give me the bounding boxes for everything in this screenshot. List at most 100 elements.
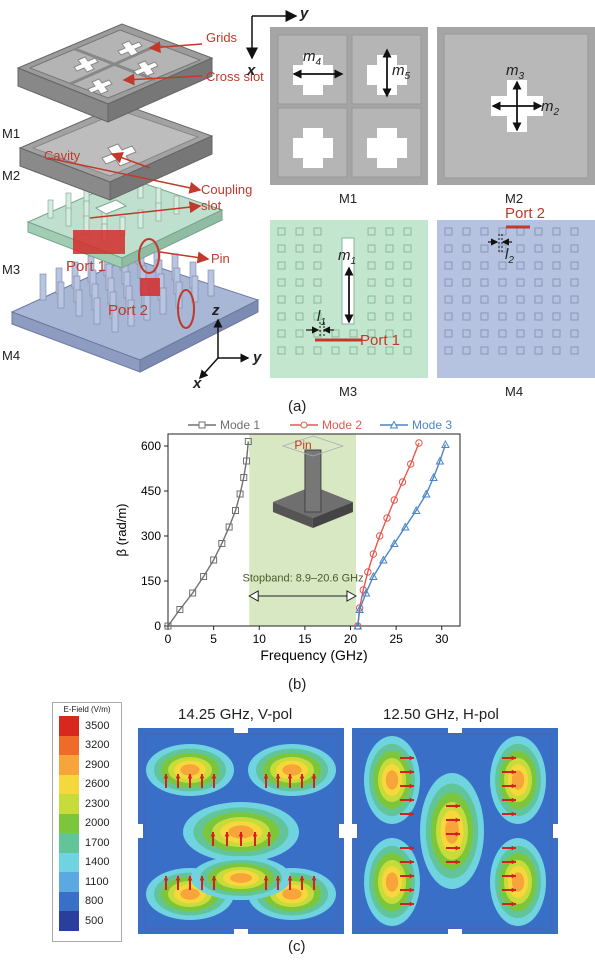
m4-pin-outline — [498, 329, 507, 338]
m4-pin-outline — [534, 227, 543, 236]
field-arrow-head — [455, 803, 460, 809]
top-view-port2-label: Port 2 — [505, 205, 546, 222]
panel-c-label: (c) — [288, 938, 306, 955]
legend-label-1: Mode 1 — [220, 418, 260, 432]
y-tick-label: 600 — [141, 439, 161, 453]
data-point-mode1 — [189, 589, 197, 597]
colorbar-swatch — [59, 891, 79, 911]
colorbar-title: E-Field (V/m) — [63, 705, 111, 714]
m3-pin — [65, 207, 72, 227]
colorbar-row: 500 — [53, 911, 121, 931]
colorbar-tick-label: 1400 — [85, 856, 110, 869]
x-tick-label: 5 — [210, 632, 217, 646]
colorbar-tick-label: 800 — [85, 895, 104, 908]
field-notch — [234, 929, 248, 934]
m4-pin-outline — [570, 312, 579, 321]
m3-pin-outline — [403, 295, 412, 304]
field-notch — [448, 728, 462, 733]
m4-pin-outline — [552, 227, 561, 236]
field-arrow-head — [455, 845, 460, 851]
m3-pin-outline — [403, 312, 412, 321]
m3-pin-outline — [367, 329, 376, 338]
colorbar-box: E-Field (V/m) 3500 3200 2900 2600 2300 2000 17… — [52, 702, 122, 942]
data-point-mode2 — [415, 439, 423, 447]
colorbar-row: 2900 — [53, 755, 121, 775]
m4-pin — [111, 305, 119, 333]
field-arrow-head — [275, 774, 281, 779]
data-point-mode3 — [429, 472, 438, 481]
field-arrow-head — [199, 876, 205, 881]
x-axis-label: Frequency (GHz) — [260, 647, 367, 663]
layer-label-m1: M1 — [2, 126, 21, 141]
colorbar-tick-label: 500 — [85, 914, 104, 927]
field-map-h-pol — [352, 728, 558, 934]
m3-pin-outline — [277, 278, 286, 287]
field-arrow-head — [299, 876, 305, 881]
field-arrow-head — [409, 901, 414, 907]
top-view-m4 — [437, 220, 595, 378]
data-point-mode1 — [200, 573, 208, 580]
m4-pin-outline — [444, 295, 453, 304]
data-point-mode2 — [390, 496, 398, 504]
m3-pin-outline — [277, 244, 286, 253]
field-arrow-head — [511, 859, 516, 865]
colorbar-row: 2300 — [53, 794, 121, 814]
m4-pin-outline — [444, 244, 453, 253]
m4-pin-outline — [480, 261, 489, 270]
field-arrow-head — [275, 876, 281, 881]
axis-label-y-3d: y — [253, 349, 262, 366]
field-arrow-head — [311, 876, 317, 881]
m4-pin-outline — [480, 227, 489, 236]
colorbar-tick-label: 2900 — [85, 758, 110, 771]
m3-pin-outline — [295, 261, 304, 270]
m3-pin-outline — [295, 227, 304, 236]
colorbar-tick-label: 2300 — [85, 797, 110, 810]
m4-pin-outline — [570, 244, 579, 253]
stopband-arrow-head-right — [346, 590, 358, 602]
data-point-mode3 — [368, 571, 378, 580]
m3-pin-outline — [367, 295, 376, 304]
field-arrow-head — [163, 774, 169, 779]
m3-pin-outline — [313, 278, 322, 287]
m4-pin-outline — [534, 244, 543, 253]
field-notch — [234, 728, 248, 733]
m3-pin-outline — [367, 346, 376, 355]
field-notch — [138, 824, 143, 838]
m4-pin-outline — [480, 244, 489, 253]
m3-pin-outline — [277, 329, 286, 338]
series-line-2 — [357, 442, 420, 627]
colorbar-tick-label: 1100 — [85, 875, 109, 888]
series-line-3 — [357, 444, 447, 627]
m4-pin-outline — [444, 329, 453, 338]
field-arrow-head — [238, 832, 244, 837]
series-line-1 — [167, 441, 249, 627]
data-point-mode1 — [225, 523, 233, 531]
field-arrow-head — [163, 876, 169, 881]
m4-pin-outline — [552, 346, 561, 355]
m3-pin — [137, 209, 144, 229]
m4-pin — [75, 289, 83, 317]
field-notch — [352, 824, 357, 838]
m3-pin-outline — [403, 278, 412, 287]
m4-pin-outline — [534, 346, 543, 355]
panel-a-figure — [10, 10, 595, 380]
m3-pin-outline — [367, 312, 376, 321]
layer-label-m2: M2 — [2, 168, 21, 183]
m3-pin-outline — [331, 346, 340, 355]
legend-marker-2 — [300, 421, 308, 429]
data-point-mode3 — [411, 505, 421, 514]
m3-pin-outline — [295, 346, 304, 355]
map-right-title: 12.50 GHz, H-pol — [383, 706, 499, 723]
m4-pin — [39, 273, 47, 301]
data-point-mode3 — [379, 555, 388, 564]
data-point-mode1 — [242, 457, 250, 465]
m4-pin-outline — [444, 346, 453, 355]
m3-pin-outline — [295, 295, 304, 304]
field-arrow-head — [511, 783, 516, 789]
field-contour — [230, 873, 252, 883]
dim-m3: m3 — [506, 62, 525, 82]
colorbar-swatch — [59, 833, 79, 853]
field-arrow-head — [455, 859, 460, 865]
colorbar-swatch — [59, 735, 79, 755]
layer-m4-exploded — [10, 237, 260, 373]
